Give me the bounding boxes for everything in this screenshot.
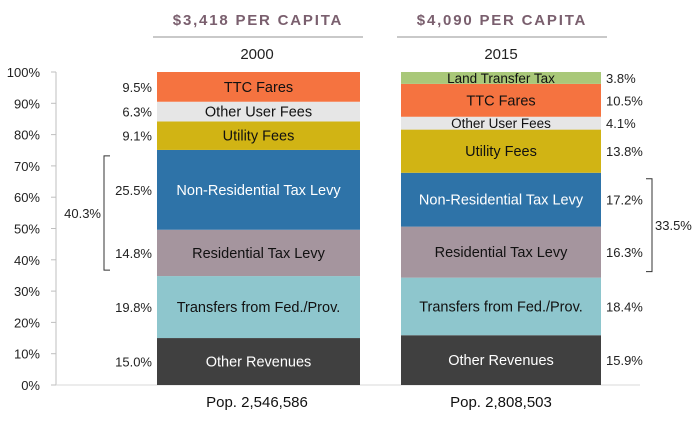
bar-segment-residential-tax-levy-2000 [157,229,360,277]
bar-segment-utility-fees-2015 [401,129,601,173]
data-label: 9.5% [122,80,152,95]
data-label: 15.9% [606,353,643,368]
segment-label: Other Revenues [448,353,554,369]
bar-segment-non-residential-tax-levy-2000 [157,149,360,230]
per-capita-2000: $3,418 PER CAPITA [172,12,344,29]
per-capita-2015: $4,090 PER CAPITA [416,12,588,29]
y-tick-label: 100% [7,65,41,80]
year-label-2015: 2015 [484,46,518,63]
y-tick-label: 50% [14,222,40,237]
bar-segment-residential-tax-levy-2015 [401,226,601,278]
y-tick-label: 20% [14,315,40,330]
y-tick-label: 40% [14,253,40,268]
population-2015: Pop. 2,808,503 [450,394,552,411]
segment-label: Non-Residential Tax Levy [419,193,584,209]
bar-segment-transfers-from-fed-prov-2015 [401,277,601,336]
segment-label: Transfers from Fed./Prov. [419,299,583,315]
segment-label: Utility Fees [223,129,295,145]
segment-label: TTC Fares [224,80,293,96]
bar-segment-other-revenues-2000 [157,338,360,385]
header-rule-2000 [153,36,363,38]
data-label: 9.1% [122,129,152,144]
data-label: 18.4% [606,299,643,314]
segment-label: Other User Fees [205,105,312,121]
bar-segment-land-transfer-tax-2015 [401,72,601,84]
data-label: 10.5% [606,93,643,108]
y-tick-label: 70% [14,159,40,174]
segment-label: Other Revenues [206,355,312,371]
y-tick-label: 60% [14,190,40,205]
data-label: 17.2% [606,193,643,208]
y-tick-label: 30% [14,284,40,299]
segment-label: Residential Tax Levy [192,246,325,262]
data-label: 19.8% [115,300,152,315]
population-2000: Pop. 2,546,586 [206,394,308,411]
bar-segment-non-residential-tax-levy-2015 [401,172,601,227]
segment-label: Transfers from Fed./Prov. [177,300,341,316]
segment-label: Residential Tax Levy [435,245,568,261]
data-label: 15.0% [115,355,152,370]
data-label: 3.8% [606,71,636,86]
bracket-label-right: 33.5% [655,218,692,233]
bracket-label-left: 40.3% [64,206,101,221]
bar-segment-ttc-fares-2000 [157,72,360,102]
year-label-2000: 2000 [240,46,274,63]
bar-segment-other-user-fees-2000 [157,101,360,122]
data-label: 4.1% [606,116,636,131]
y-tick-label: 80% [14,128,40,143]
y-tick-label: 90% [14,96,40,111]
segment-label: Other User Fees [451,116,551,131]
bar-segment-utility-fees-2000 [157,121,360,150]
bar-segment-other-user-fees-2015 [401,116,601,130]
y-tick-label: 0% [21,378,40,393]
y-tick-label: 10% [14,347,40,362]
data-label: 16.3% [606,245,643,260]
segment-label: TTC Fares [466,93,535,109]
data-label: 13.8% [606,144,643,159]
bar-segment-transfers-from-fed-prov-2000 [157,276,360,339]
data-label: 25.5% [115,183,152,198]
bracket-left [103,155,110,271]
bracket-right [646,178,653,273]
segment-label: Utility Fees [465,144,537,160]
segment-label: Non-Residential Tax Levy [176,183,341,199]
segment-label: Land Transfer Tax [447,71,555,86]
bar-segment-other-revenues-2015 [401,335,601,385]
header-rule-2015 [397,36,607,38]
bar-segment-ttc-fares-2015 [401,83,601,117]
data-label: 14.8% [115,246,152,261]
data-label: 6.3% [122,105,152,120]
